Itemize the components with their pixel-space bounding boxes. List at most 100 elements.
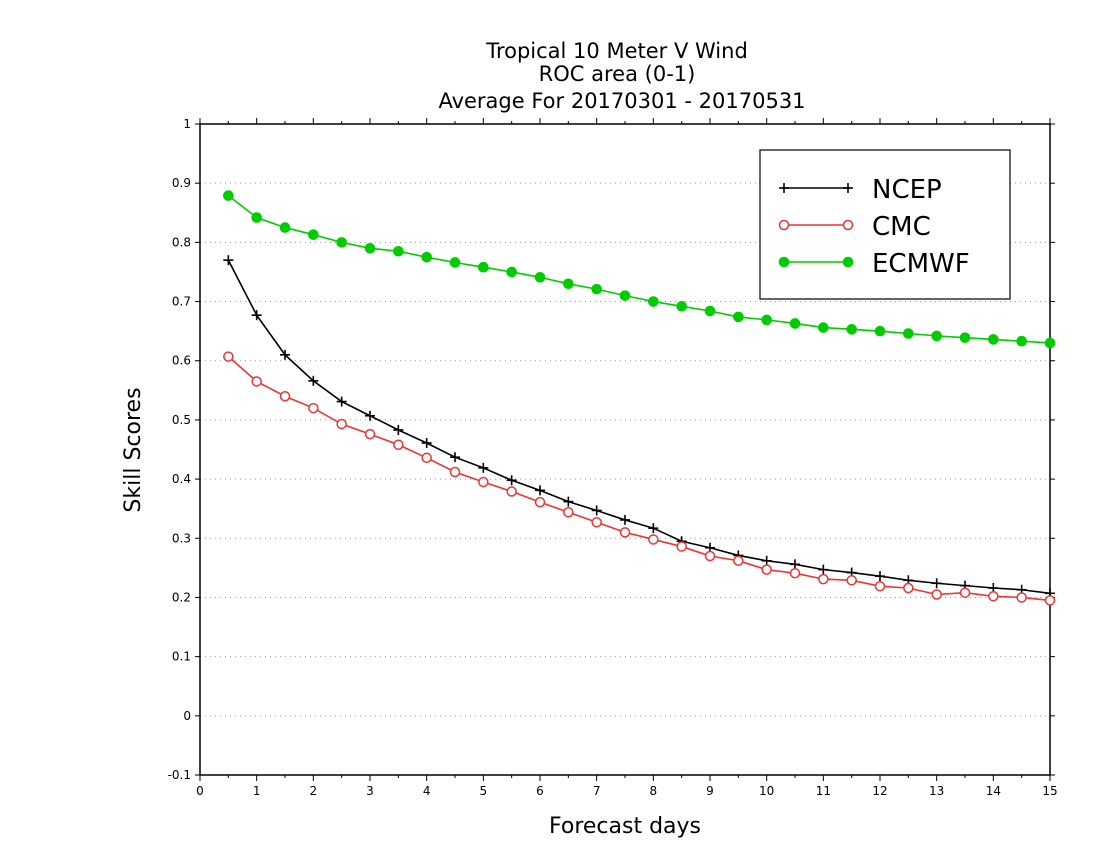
- data-point-ncep: [478, 462, 489, 473]
- legend-marker-ncep: [843, 183, 853, 193]
- legend-entry-ecmwf: ECMWF: [778, 249, 970, 279]
- data-point-cmc: [1016, 592, 1027, 603]
- series-cmc: [223, 351, 1056, 606]
- data-point-ecmwf: [818, 322, 829, 333]
- data-point-cmc: [308, 402, 319, 414]
- x-tick-label: 7: [593, 784, 601, 798]
- x-tick-label: 15: [1042, 784, 1057, 798]
- data-point-ecmwf: [1016, 335, 1027, 347]
- data-point-cmc: [506, 486, 517, 497]
- x-tick-label: 1: [253, 784, 261, 798]
- data-point-ecmwf: [648, 296, 659, 307]
- data-point-ncep: [535, 485, 545, 496]
- data-point-cmc: [534, 496, 546, 508]
- data-point-ncep: [648, 523, 659, 534]
- data-point-ncep: [280, 349, 290, 360]
- data-point-cmc: [733, 555, 744, 567]
- data-point-cmc: [563, 506, 574, 518]
- x-tick-label: 8: [650, 784, 658, 798]
- axis-ticks: -0.100.10.20.30.40.50.60.70.80.910 1 2 3 4 5 6…: [168, 117, 1058, 798]
- data-point-ncep: [620, 514, 630, 525]
- legend-marker-ecmwf: [778, 256, 790, 268]
- chart-title-line-1: Tropical 10 Meter V Wind: [485, 39, 748, 63]
- data-point-ncep: [450, 452, 460, 463]
- legend-marker-ecmwf: [842, 256, 854, 268]
- x-tick-label: 0: [196, 784, 204, 798]
- data-point-cmc: [903, 582, 914, 594]
- x-tick-label: 13: [929, 784, 944, 798]
- data-point-cmc: [846, 575, 857, 586]
- data-point-ecmwf: [563, 278, 574, 290]
- legend: NCEP CMC ECMWF: [759, 149, 1011, 300]
- y-tick-label: 0.5: [172, 413, 191, 427]
- data-point-ncep: [506, 475, 517, 486]
- data-point-ecmwf: [336, 237, 347, 248]
- data-point-ecmwf: [988, 334, 999, 345]
- series-ecmwf: [223, 190, 1056, 349]
- data-point-ncep: [308, 375, 319, 386]
- x-tick-label: 6: [536, 784, 544, 798]
- data-point-ecmwf: [364, 242, 376, 254]
- legend-entry-cmc: CMC: [778, 212, 931, 242]
- y-tick-label: 0.3: [172, 531, 191, 545]
- data-point-ecmwf: [449, 257, 461, 268]
- y-tick-label: 0.8: [172, 235, 191, 249]
- data-point-ecmwf: [903, 328, 914, 339]
- y-tick-label: 0: [183, 709, 191, 723]
- data-point-ecmwf: [393, 245, 404, 257]
- data-point-cmc: [1044, 595, 1056, 606]
- data-point-ncep: [761, 555, 772, 566]
- x-axis-label: Forecast days: [549, 814, 701, 839]
- data-point-ecmwf: [1044, 337, 1056, 349]
- data-point-ncep: [223, 255, 234, 266]
- chart-title-line-2: ROC area (0-1): [539, 62, 696, 86]
- data-point-ecmwf: [478, 261, 489, 273]
- data-point-ncep: [818, 564, 829, 575]
- data-point-ncep: [251, 310, 262, 321]
- data-point-ncep: [563, 496, 574, 507]
- gridlines: [200, 182, 1050, 717]
- data-point-ecmwf: [789, 318, 801, 329]
- y-tick-label: 0.1: [172, 650, 191, 664]
- y-tick-label: 0.2: [172, 590, 191, 604]
- x-tick-label: 12: [872, 784, 887, 798]
- data-point-ecmwf: [421, 251, 432, 263]
- data-point-cmc: [223, 351, 234, 362]
- y-tick-label: 1: [183, 117, 191, 131]
- data-series: [223, 190, 1056, 606]
- data-point-cmc: [364, 428, 376, 440]
- data-point-ncep: [875, 571, 885, 582]
- data-point-ecmwf: [931, 330, 942, 342]
- y-tick-label: 0.6: [172, 354, 191, 368]
- x-tick-label: 10: [759, 784, 774, 798]
- y-tick-label: 0.4: [172, 472, 191, 486]
- data-point-cmc: [874, 580, 886, 592]
- data-point-ecmwf: [279, 222, 291, 233]
- data-point-ncep: [591, 505, 602, 516]
- data-point-ecmwf: [506, 266, 517, 278]
- data-point-ncep: [336, 396, 347, 407]
- x-tick-label: 5: [480, 784, 488, 798]
- chart-title-line-3: Average For 20170301 - 20170531: [438, 89, 805, 113]
- series-ncep: [223, 255, 1055, 599]
- data-point-ecmwf: [619, 290, 631, 301]
- legend-marker-cmc: [842, 219, 854, 231]
- data-point-cmc: [279, 390, 291, 402]
- data-point-ecmwf: [308, 229, 319, 240]
- x-tick-label: 9: [706, 784, 714, 798]
- data-point-cmc: [449, 466, 461, 478]
- data-point-ncep: [365, 410, 375, 421]
- data-point-cmc: [676, 541, 687, 552]
- data-point-cmc: [591, 517, 602, 528]
- legend-label-cmc: CMC: [872, 212, 931, 242]
- series-line-ncep: [227, 259, 1051, 595]
- data-point-ecmwf: [959, 332, 971, 343]
- data-point-cmc: [761, 564, 772, 575]
- data-point-cmc: [393, 439, 404, 451]
- legend-marker-ncep: [779, 183, 789, 193]
- data-point-ecmwf: [223, 190, 234, 201]
- data-point-cmc: [988, 591, 999, 602]
- data-point-ecmwf: [761, 314, 772, 326]
- x-tick-label: 4: [423, 784, 431, 798]
